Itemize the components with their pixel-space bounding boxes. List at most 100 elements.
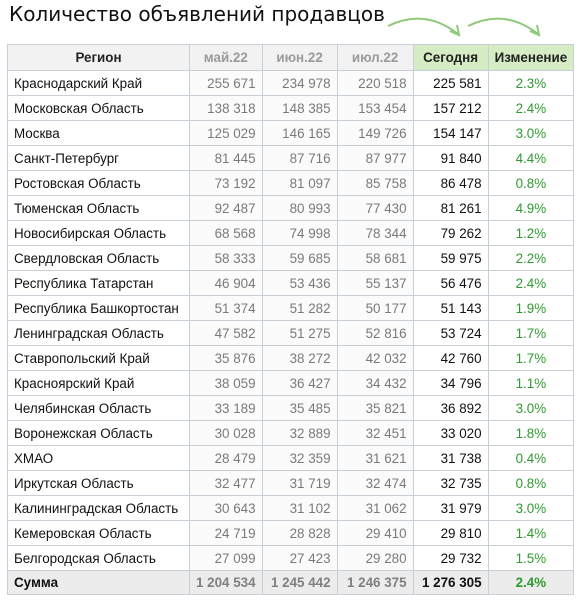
july-cell: 87 977 <box>336 145 414 171</box>
may-cell: 27 099 <box>189 545 263 571</box>
may-cell: 51 374 <box>189 295 263 321</box>
table-row: Кемеровская Область 24 719 28 828 29 410 29 … <box>7 520 575 546</box>
table-row: Ленинградская Область 47 582 51 275 52 816 5… <box>7 320 575 346</box>
total-today: 1 276 305 <box>412 570 489 595</box>
today-cell: 33 020 <box>412 420 489 446</box>
table-row: Свердловская Область 58 333 59 685 58 681 59… <box>7 245 575 271</box>
may-cell: 125 029 <box>189 120 263 146</box>
may-cell: 73 192 <box>189 170 263 196</box>
june-cell: 51 282 <box>261 295 338 321</box>
region-cell: Москва <box>7 120 190 146</box>
arrowhead-icon <box>449 24 461 37</box>
today-cell: 29 732 <box>412 545 489 571</box>
change-cell: 3.0% <box>487 120 575 146</box>
table-row: Республика Башкортостан 51 374 51 282 50 17… <box>7 295 575 321</box>
change-cell: 1.8% <box>487 420 575 446</box>
change-cell: 1.4% <box>487 520 575 546</box>
change-cell: 3.0% <box>487 495 575 521</box>
change-cell: 1.1% <box>487 370 575 396</box>
may-cell: 35 876 <box>189 345 263 371</box>
table-row: Ростовская Область 73 192 81 097 85 758 86 4… <box>7 170 575 196</box>
table-body: Краснодарский Край 255 671 234 978 220 518 2… <box>7 70 575 571</box>
june-cell: 31 719 <box>261 470 338 496</box>
table-row: Воронежская Область 30 028 32 889 32 451 33 … <box>7 420 575 446</box>
table-row: Калининградская Область 30 643 31 102 31 06… <box>7 495 575 521</box>
change-cell: 4.9% <box>487 195 575 221</box>
change-cell: 3.0% <box>487 395 575 421</box>
today-cell: 42 760 <box>412 345 489 371</box>
change-cell: 2.3% <box>487 70 575 96</box>
july-cell: 42 032 <box>336 345 414 371</box>
june-cell: 31 102 <box>261 495 338 521</box>
may-cell: 33 189 <box>189 395 263 421</box>
may-cell: 81 445 <box>189 145 263 171</box>
july-cell: 220 518 <box>336 70 414 96</box>
today-cell: 36 892 <box>412 395 489 421</box>
june-cell: 35 485 <box>261 395 338 421</box>
july-cell: 55 137 <box>336 270 414 296</box>
curved-arrow-icon <box>467 17 539 35</box>
today-cell: 51 143 <box>412 295 489 321</box>
july-cell: 34 432 <box>336 370 414 396</box>
page-title: Количество объявлений продавцов <box>9 2 385 26</box>
change-cell: 2.4% <box>487 270 575 296</box>
change-cell: 1.2% <box>487 220 575 246</box>
table-row: Иркутская Область 32 477 31 719 32 474 32 73… <box>7 470 575 496</box>
may-cell: 30 028 <box>189 420 263 446</box>
change-cell: 2.2% <box>487 245 575 271</box>
july-cell: 35 821 <box>336 395 414 421</box>
july-cell: 85 758 <box>336 170 414 196</box>
june-cell: 146 165 <box>261 120 338 146</box>
total-may: 1 204 534 <box>189 570 263 595</box>
total-row: Сумма 1 204 534 1 245 442 1 246 375 1 27… <box>7 570 575 595</box>
july-cell: 29 410 <box>336 520 414 546</box>
table-row: Челябинская Область 33 189 35 485 35 821 36 … <box>7 395 575 421</box>
table-row: Белгородская Область 27 099 27 423 29 280 29… <box>7 545 575 571</box>
table-row: Санкт-Петербург 81 445 87 716 87 977 91 840 4… <box>7 145 575 171</box>
today-cell: 91 840 <box>412 145 489 171</box>
change-cell: 0.8% <box>487 470 575 496</box>
region-cell: Красноярский Край <box>7 370 190 396</box>
july-cell: 31 062 <box>336 495 414 521</box>
today-cell: 59 975 <box>412 245 489 271</box>
today-cell: 31 738 <box>412 445 489 471</box>
today-cell: 31 979 <box>412 495 489 521</box>
june-cell: 87 716 <box>261 145 338 171</box>
july-cell: 153 454 <box>336 95 414 121</box>
june-cell: 81 097 <box>261 170 338 196</box>
sellers-table: Регион май.22 июн.22 июл.22 Сегодня Изме… <box>7 44 575 595</box>
change-cell: 4.4% <box>487 145 575 171</box>
july-cell: 50 177 <box>336 295 414 321</box>
july-cell: 52 816 <box>336 320 414 346</box>
region-cell: Новосибирская Область <box>7 220 190 246</box>
region-cell: Кемеровская Область <box>7 520 190 546</box>
may-cell: 255 671 <box>189 70 263 96</box>
july-cell: 32 474 <box>336 470 414 496</box>
today-cell: 157 212 <box>412 95 489 121</box>
june-cell: 74 998 <box>261 220 338 246</box>
june-cell: 148 385 <box>261 95 338 121</box>
today-cell: 225 581 <box>412 70 489 96</box>
june-cell: 28 828 <box>261 520 338 546</box>
change-cell: 0.8% <box>487 170 575 196</box>
today-cell: 79 262 <box>412 220 489 246</box>
june-cell: 36 427 <box>261 370 338 396</box>
may-cell: 68 568 <box>189 220 263 246</box>
change-cell: 1.9% <box>487 295 575 321</box>
today-cell: 34 796 <box>412 370 489 396</box>
may-cell: 46 904 <box>189 270 263 296</box>
change-cell: 1.7% <box>487 320 575 346</box>
change-cell: 1.5% <box>487 545 575 571</box>
table-row: Краснодарский Край 255 671 234 978 220 518 2… <box>7 70 575 96</box>
may-cell: 92 487 <box>189 195 263 221</box>
table-row: Тюменская Область 92 487 80 993 77 430 81 26… <box>7 195 575 221</box>
total-june: 1 245 442 <box>261 570 338 595</box>
may-cell: 47 582 <box>189 320 263 346</box>
table-row: Республика Татарстан 46 904 53 436 55 137 56… <box>7 270 575 296</box>
total-change: 2.4% <box>487 570 575 595</box>
arrowhead-icon <box>529 24 541 37</box>
region-cell: Воронежская Область <box>7 420 190 446</box>
region-cell: Республика Башкортостан <box>7 295 190 321</box>
july-cell: 32 451 <box>336 420 414 446</box>
july-cell: 31 621 <box>336 445 414 471</box>
